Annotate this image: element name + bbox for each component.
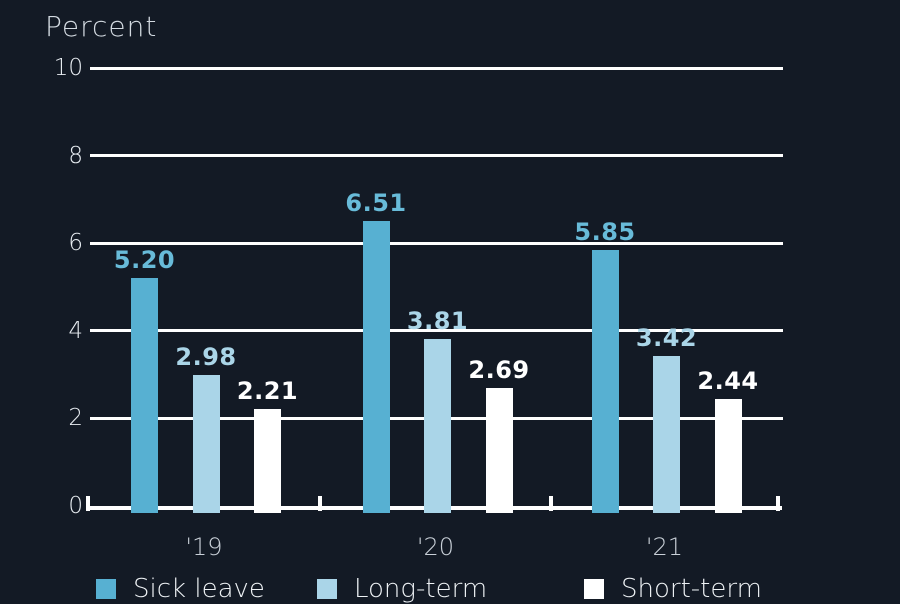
legend-swatch <box>584 579 604 599</box>
bar <box>362 220 390 513</box>
gridline <box>90 241 783 245</box>
legend-swatch <box>96 579 116 599</box>
y-axis-tick-label: 0 <box>68 493 83 519</box>
y-axis-tick-label: 8 <box>68 142 83 169</box>
bar <box>131 278 158 513</box>
bar <box>254 409 281 513</box>
legend-swatch <box>317 579 337 599</box>
y-axis-tick-label: 10 <box>53 55 83 81</box>
bar <box>591 249 619 513</box>
bar <box>485 388 513 513</box>
bar-value-label: 2.44 <box>697 367 759 396</box>
legend-label: Sick leave <box>133 574 265 604</box>
bar-value-label: 3.81 <box>406 307 469 336</box>
bar <box>424 339 451 513</box>
axis-tick <box>86 496 90 511</box>
x-axis-tick-label: '21 <box>645 533 684 561</box>
bar-value-label: 5.20 <box>113 246 176 275</box>
gridline <box>90 154 783 158</box>
bar-value-label: 5.85 <box>574 217 636 246</box>
gridline <box>90 329 783 333</box>
bar-value-label: 2.98 <box>175 343 237 372</box>
x-axis-tick-label: '20 <box>416 533 455 561</box>
legend-label: Short-term <box>621 574 762 604</box>
axis-tick <box>776 496 780 511</box>
bar-value-label: 2.69 <box>468 356 530 385</box>
axis-tick <box>318 496 322 511</box>
bar-value-label: 6.51 <box>345 188 407 217</box>
bar <box>192 375 220 513</box>
axis-tick <box>549 496 553 511</box>
chart-title: Percent <box>45 10 158 43</box>
bar-value-label: 3.42 <box>635 324 698 353</box>
y-axis-tick-label: 4 <box>68 317 83 344</box>
bar <box>653 356 680 513</box>
legend-item-short-term: Short-term <box>584 574 762 604</box>
y-axis-tick-label: 2 <box>68 405 83 432</box>
gridline <box>90 66 783 70</box>
bar <box>714 399 742 513</box>
legend-item-sick-leave: Sick leave <box>96 574 265 604</box>
legend-item-long-term: Long-term <box>317 574 487 604</box>
bar-value-label: 2.21 <box>236 377 299 406</box>
y-axis-tick-label: 6 <box>68 230 83 257</box>
legend-label: Long-term <box>354 574 488 604</box>
x-axis-tick-label: '19 <box>185 533 223 561</box>
